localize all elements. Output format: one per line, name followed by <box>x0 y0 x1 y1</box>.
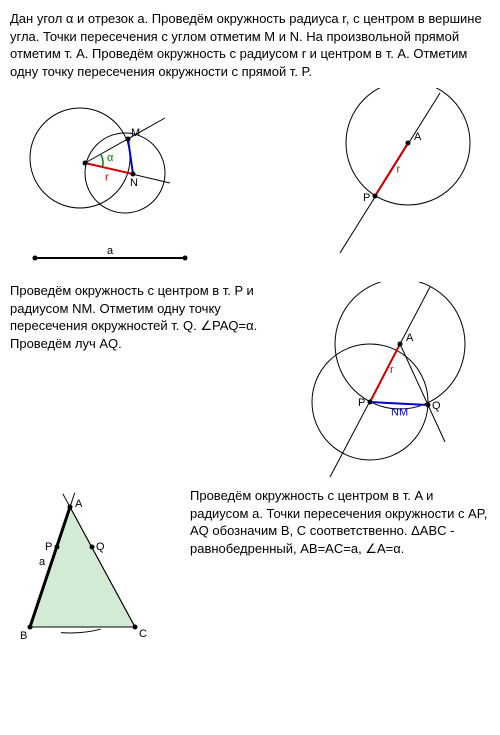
paragraph-1: Дан угол α и отрезок a. Проведём окружно… <box>10 10 490 80</box>
paragraph-2: Проведём окружность с центром в т. P и р… <box>10 282 280 352</box>
svg-text:P: P <box>358 397 365 409</box>
svg-text:P: P <box>363 192 370 204</box>
svg-text:A: A <box>75 498 83 510</box>
svg-text:Q: Q <box>432 400 441 412</box>
svg-text:r: r <box>105 172 109 184</box>
svg-text:α: α <box>107 152 114 164</box>
svg-text:A: A <box>406 332 414 344</box>
svg-text:r: r <box>390 364 394 376</box>
svg-text:a: a <box>39 556 46 568</box>
diagram-row-3: A B C P Qa Проведём окружность с центром в т… <box>10 487 490 657</box>
svg-text:B: B <box>20 630 27 642</box>
svg-text:r: r <box>397 164 401 176</box>
svg-text:N: N <box>130 177 138 189</box>
diagram-row-2: Проведём окружность с центром в т. P и р… <box>10 282 490 482</box>
diagram-triangle: A B C P Qa <box>10 487 180 657</box>
diagram-two-circles-q: A P Qr NM <box>290 282 490 482</box>
diagram-angle-circles: αr M N <box>10 88 210 238</box>
diagram-line-circle: A Pr <box>310 88 490 258</box>
svg-text:M: M <box>131 127 140 139</box>
diagram-segment-a: a <box>10 243 210 273</box>
svg-text:C: C <box>139 628 147 640</box>
svg-text:P: P <box>45 541 52 553</box>
svg-text:Q: Q <box>96 541 105 553</box>
diagram-row-1: αrMN a APr <box>10 88 490 277</box>
svg-text:A: A <box>414 131 422 143</box>
svg-text:a: a <box>107 245 114 257</box>
svg-text:NM: NM <box>391 407 408 419</box>
paragraph-3: Проведём окружность с центром в т. A и р… <box>190 487 490 557</box>
